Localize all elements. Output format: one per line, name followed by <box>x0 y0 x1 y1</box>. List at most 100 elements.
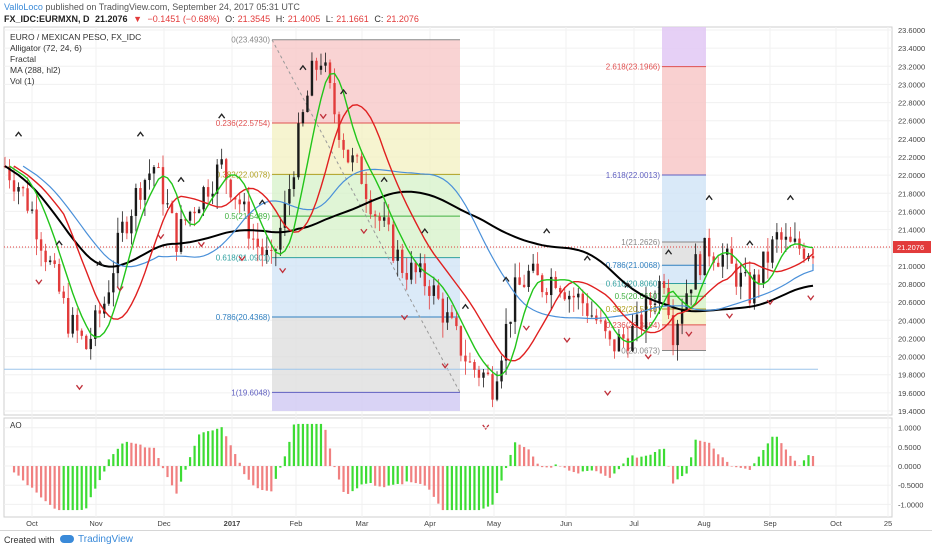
ao-bar <box>401 466 404 485</box>
x-tick-label: Mar <box>356 519 369 528</box>
x-tick-label: May <box>487 519 501 528</box>
x-tick-label: Oct <box>830 519 843 528</box>
ao-bar <box>744 466 747 469</box>
ao-bar <box>30 466 34 488</box>
fractal-up-marker <box>786 194 794 201</box>
ao-bar <box>85 466 88 509</box>
candle-body <box>98 310 101 314</box>
ao-bar <box>653 452 657 467</box>
ao-bar <box>193 445 196 467</box>
y-tick-label: 20.2000 <box>898 334 925 343</box>
tradingview-link[interactable]: TradingView <box>60 534 133 545</box>
symbol-label[interactable]: FX_IDC:EURMXN, D <box>4 14 90 24</box>
candle-body <box>161 167 165 205</box>
y-tick-label: 19.4000 <box>898 407 925 416</box>
candle-body <box>401 249 404 273</box>
ao-bar <box>229 445 232 467</box>
candle-body <box>166 203 169 205</box>
ao-bar <box>536 463 539 467</box>
candle-body <box>500 360 503 382</box>
candle-body <box>369 199 372 215</box>
ao-bar <box>523 447 526 467</box>
candle-body <box>193 211 196 214</box>
candle-body <box>441 298 445 323</box>
x-tick-label: Feb <box>290 519 303 528</box>
price-chart[interactable]: 23.6000 23.4000 23.2000 23.0000 22.8000 22.60… <box>0 0 932 530</box>
candle-body <box>202 187 205 210</box>
indicator-legend: EURO / MEXICAN PESO, FX_IDC Alligator (7… <box>10 32 141 87</box>
ao-bar <box>225 436 228 467</box>
ao-bar <box>288 441 291 467</box>
x-tick-label: Apr <box>424 519 436 528</box>
candle-body <box>789 236 792 242</box>
ao-bar <box>419 466 422 484</box>
candle-body <box>12 180 16 192</box>
close-value: 21.2076 <box>386 14 419 24</box>
candle-body <box>130 215 133 234</box>
candle-body <box>581 293 584 304</box>
candle-body <box>265 249 269 255</box>
candle-body <box>631 326 634 351</box>
y-tick-label: 20.4000 <box>898 316 925 325</box>
ao-bar <box>495 466 499 494</box>
candle-body <box>188 211 192 221</box>
ma-288-line <box>4 165 814 313</box>
fractal-down-marker <box>766 299 774 306</box>
ao-bar <box>581 466 584 472</box>
candle-body <box>780 232 783 240</box>
fib-retracement-zone <box>272 216 460 258</box>
author-link[interactable]: ValloLoco <box>4 2 43 12</box>
legend-item-ma[interactable]: MA (288, hl2) <box>10 65 61 75</box>
candle-body <box>252 238 255 240</box>
candle-body <box>80 330 83 336</box>
open-label: O: <box>225 14 235 24</box>
ao-bar <box>261 466 264 491</box>
candle-body <box>608 331 612 340</box>
candle-body <box>568 295 571 300</box>
ao-bar <box>44 466 47 502</box>
legend-item-alligator[interactable]: Alligator (72, 24, 6) <box>10 43 82 53</box>
candle-body <box>215 164 219 194</box>
legend-item-vol[interactable]: Vol (1) <box>10 76 35 86</box>
ao-bar <box>274 466 277 479</box>
candle-body <box>134 188 138 216</box>
candle-body <box>735 263 738 287</box>
y-tick-label: 21.8000 <box>898 189 925 198</box>
x-tick-label: Sep <box>763 519 776 528</box>
ao-bar <box>202 432 205 467</box>
candle-body <box>486 372 490 375</box>
alligator-lips-line <box>9 72 814 377</box>
candle-body <box>315 60 318 70</box>
ao-bar <box>292 424 295 467</box>
ao-bar <box>283 456 286 467</box>
fib-retracement-label: 0.786(20.4368) <box>216 313 271 322</box>
candle-body <box>784 236 788 240</box>
tradingview-brand: TradingView <box>78 534 134 545</box>
candle-body <box>62 291 65 299</box>
legend-item-fractal[interactable]: Fractal <box>10 54 36 64</box>
candle-body <box>30 209 34 211</box>
y-tick-label: 20.6000 <box>898 298 925 307</box>
fib-extension-zone <box>662 324 706 351</box>
fractal-down-marker <box>116 286 124 292</box>
candle-body <box>116 232 120 274</box>
candle-body <box>211 193 214 197</box>
candle-body <box>247 201 250 239</box>
ao-bar <box>414 466 417 484</box>
x-tick-label: 25 <box>884 519 892 528</box>
candle-body <box>658 281 661 304</box>
candle-body <box>626 338 630 351</box>
ao-bar <box>184 466 187 470</box>
ao-bar <box>392 466 395 485</box>
candle-body <box>753 274 756 304</box>
ao-bar <box>170 466 174 486</box>
ao-bar <box>482 466 485 509</box>
fractal-down-marker <box>35 279 43 285</box>
candle-body <box>76 314 79 331</box>
candle-body <box>410 262 413 280</box>
legend-title: EURO / MEXICAN PESO, FX_IDC <box>10 32 142 42</box>
candle-body <box>572 295 575 298</box>
fractal-down-marker <box>238 255 246 262</box>
candle-body <box>685 293 688 311</box>
ao-bar <box>604 466 607 476</box>
